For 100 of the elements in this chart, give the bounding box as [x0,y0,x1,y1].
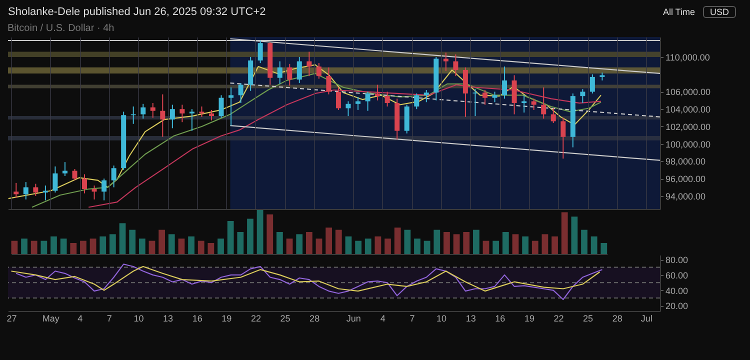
candlestick [82,174,88,194]
candlestick [258,40,263,64]
x-tick-label: 25 [280,314,290,324]
bar [552,236,558,254]
bar [453,234,460,254]
x-tick-label: 28 [310,314,320,324]
bar [482,240,490,254]
bar [30,240,38,254]
x-tick-label: 10 [436,314,447,324]
bar [40,240,48,254]
x-tick-label: 7 [410,314,415,324]
bar [600,243,608,254]
candlestick [550,108,556,124]
candlestick [414,92,420,110]
candlestick [296,56,302,84]
bar [208,243,214,254]
candlestick [375,84,380,101]
candlestick [287,63,292,86]
y-tick-label: 110,000.00 [666,52,710,62]
x-tick-label: 19 [524,314,534,324]
bar [21,238,28,254]
candlestick [453,54,458,77]
bar [218,238,224,254]
x-tick-label: 10 [134,314,144,324]
bar [306,232,312,254]
y-tick-label: 96,000.00 [666,174,706,184]
candlestick [52,166,58,193]
bar [188,236,194,254]
candlestick [208,109,214,121]
candlestick [102,178,107,201]
bar [424,240,430,254]
candlestick [326,66,332,95]
bar [512,234,519,254]
bar [227,221,234,254]
bar [492,240,500,254]
candlestick [23,182,28,200]
x-tick-label: 19 [222,314,232,324]
bar [364,238,372,254]
y-tick-label: 60.00 [666,270,688,280]
bar [463,232,470,254]
candlestick [111,165,116,188]
text: All Time [662,7,695,17]
bar [129,230,136,254]
bar [90,238,96,254]
bar [571,216,578,254]
line-series [16,264,603,300]
candlestick [482,89,488,106]
candlestick [92,185,97,200]
candlestick [365,91,370,112]
x-tick-label: 22 [554,314,564,324]
text: Sholanke-Dele published Jun 26, 2025 09:32 UTC+2 [8,6,266,18]
bar [158,230,166,254]
bar [256,210,264,254]
candlestick [228,86,234,126]
bar [384,238,391,254]
x-tick-label: May [42,314,60,324]
candlestick [62,162,68,176]
bar [296,234,303,254]
x-tick-label: 28 [612,314,622,324]
bar [434,230,440,254]
x-tick-label: 13 [163,314,174,324]
x-tick-label: 27 [6,314,17,324]
candlestick [72,168,78,181]
bar [70,243,77,254]
bar [80,240,86,254]
candlestick [346,100,351,117]
bar [444,232,450,254]
candlestick [424,89,429,103]
bar [472,230,480,254]
bar [404,230,411,254]
bar [168,234,175,254]
candlestick [384,91,390,107]
bar [394,228,401,254]
candlestick [277,60,282,84]
bar [581,230,588,254]
x-tick-label: 4 [380,314,386,324]
y-tick-label: 106,000.00 [666,87,711,98]
bar [355,240,362,254]
candlestick [443,52,448,72]
bar [237,232,244,254]
candlestick [502,66,508,100]
candlestick [140,103,146,120]
candlestick [180,104,185,123]
bar [110,234,116,254]
bar [374,236,382,254]
bar [50,236,57,254]
bar [316,238,322,254]
line-series [10,266,600,292]
y-tick-label: 80.00 [666,255,688,266]
x-tick-label: 25 [583,314,594,324]
bar [276,232,283,254]
y-tick-label: 40.00 [666,286,688,296]
candlestick [170,104,175,129]
y-tick-label: 100,000.00 [666,139,711,150]
candlestick [462,66,468,118]
x-tick-label: Jun [346,314,361,324]
candlestick [150,102,156,118]
candlestick [531,98,536,110]
candlestick [356,96,361,110]
y-tick-label: 104,000.00 [666,104,711,115]
